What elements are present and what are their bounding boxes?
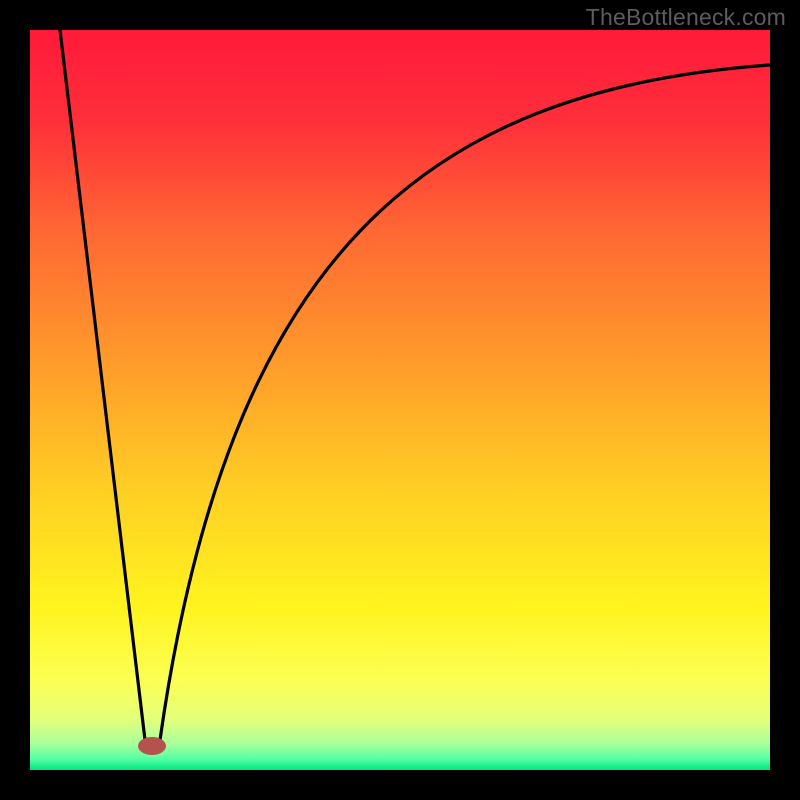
gradient-background xyxy=(0,0,800,800)
minimum-marker xyxy=(138,737,166,755)
watermark-text: TheBottleneck.com xyxy=(586,4,786,31)
chart-container: TheBottleneck.com xyxy=(0,0,800,800)
